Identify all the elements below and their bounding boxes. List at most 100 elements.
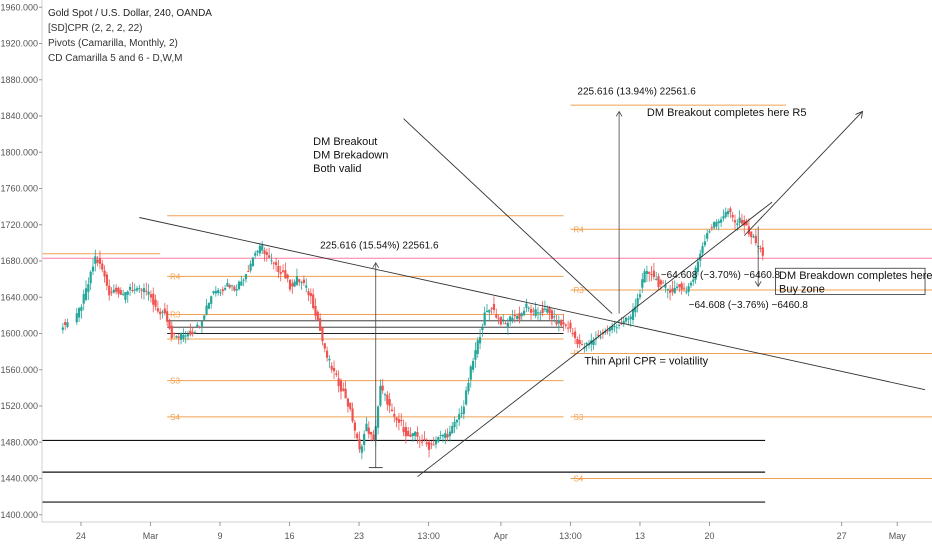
arrow-head bbox=[615, 110, 623, 117]
candle-up bbox=[196, 324, 199, 327]
candle-down bbox=[541, 308, 544, 313]
candle-down bbox=[423, 438, 426, 440]
candle-up bbox=[546, 308, 549, 313]
candle-up bbox=[147, 291, 150, 295]
candle-up bbox=[205, 305, 208, 315]
arrow-head bbox=[855, 110, 864, 119]
x-tick-label: 13:00 bbox=[417, 531, 440, 541]
candle-down bbox=[268, 255, 271, 258]
candle-up bbox=[441, 434, 445, 437]
candle-down bbox=[323, 343, 326, 349]
candle-up bbox=[738, 217, 741, 223]
candle-up bbox=[328, 358, 331, 361]
candle-up bbox=[230, 285, 234, 287]
candle-down bbox=[562, 322, 565, 325]
candle-up bbox=[527, 307, 530, 309]
candle-down bbox=[395, 417, 398, 421]
candle-down bbox=[233, 286, 236, 291]
candle-up bbox=[376, 406, 380, 428]
candle-down bbox=[548, 308, 551, 314]
annotation-text: −64.608 (−3.76%) −6460.8 bbox=[689, 300, 809, 311]
candle-up bbox=[258, 245, 261, 254]
candle-down bbox=[499, 316, 503, 325]
candle-down bbox=[404, 427, 407, 437]
candle-down bbox=[606, 330, 609, 332]
candle-down bbox=[330, 365, 333, 370]
legend-indicator-cpr: [SD]CPR (2, 2, 2, 22) bbox=[48, 23, 143, 34]
candle-down bbox=[291, 283, 294, 287]
candle-up bbox=[193, 332, 197, 334]
candle-down bbox=[740, 219, 744, 224]
pivot-label: P bbox=[170, 335, 175, 344]
annotation-text: 225.616 (15.54%) 22561.6 bbox=[320, 240, 439, 251]
candle-up bbox=[719, 219, 723, 223]
arrow-head bbox=[754, 281, 762, 288]
candle-up bbox=[256, 250, 259, 253]
candle-up bbox=[615, 327, 618, 329]
candle-down bbox=[432, 444, 435, 446]
candles-layer bbox=[61, 206, 764, 460]
candle-up bbox=[675, 286, 679, 289]
pivot-label: S3 bbox=[573, 413, 583, 422]
pivot-label: R3 bbox=[573, 286, 584, 295]
candle-up bbox=[462, 406, 465, 414]
candle-up bbox=[200, 321, 204, 327]
candle-up bbox=[261, 245, 264, 251]
candle-down bbox=[397, 419, 401, 423]
candle-down bbox=[314, 305, 317, 316]
candle-down bbox=[492, 303, 496, 311]
candle-up bbox=[383, 394, 387, 396]
x-tick-label: 13 bbox=[635, 531, 645, 541]
candle-up bbox=[701, 246, 704, 254]
candle-up bbox=[214, 290, 217, 294]
candle-up bbox=[717, 221, 720, 224]
candle-down bbox=[416, 432, 419, 437]
candle-down bbox=[682, 287, 686, 289]
candle-down bbox=[272, 262, 275, 264]
y-tick-label: 1680.000 bbox=[0, 256, 38, 266]
candle-up bbox=[673, 287, 676, 294]
x-tick-label: 20 bbox=[704, 531, 714, 541]
candle-down bbox=[168, 321, 171, 329]
candle-down bbox=[490, 307, 493, 309]
candle-up bbox=[534, 309, 537, 316]
candle-down bbox=[731, 214, 734, 218]
candle-up bbox=[434, 440, 438, 445]
candle-down bbox=[564, 324, 567, 326]
annotation-text: Buy zone bbox=[779, 284, 825, 296]
candle-down bbox=[101, 263, 104, 270]
candle-up bbox=[365, 423, 368, 432]
candle-up bbox=[664, 285, 667, 288]
trend-line bbox=[139, 217, 926, 391]
candle-up bbox=[666, 288, 669, 291]
x-tick-label: 27 bbox=[837, 531, 847, 541]
candle-up bbox=[736, 223, 739, 225]
candle-up bbox=[585, 342, 588, 345]
y-tick-label: 1640.000 bbox=[0, 292, 38, 302]
candle-down bbox=[743, 220, 746, 226]
candle-up bbox=[689, 282, 693, 286]
candle-down bbox=[671, 288, 674, 292]
y-tick-label: 1800.000 bbox=[0, 147, 38, 157]
candle-down bbox=[668, 290, 672, 293]
candle-up bbox=[587, 343, 591, 346]
candle-up bbox=[242, 279, 245, 281]
candle-up bbox=[249, 263, 252, 271]
candle-down bbox=[576, 339, 579, 345]
candle-up bbox=[608, 327, 611, 332]
candle-down bbox=[358, 439, 361, 450]
candle-down bbox=[145, 290, 148, 292]
candle-up bbox=[240, 281, 243, 286]
candle-up bbox=[184, 335, 187, 337]
candle-down bbox=[421, 441, 424, 443]
candle-down bbox=[277, 265, 280, 273]
y-tick-label: 1760.000 bbox=[0, 184, 38, 194]
levels-layer: R4R3PS3S4R4R3PS3S4 bbox=[42, 104, 932, 503]
pivot-label: S4 bbox=[573, 475, 583, 484]
candle-up bbox=[175, 336, 178, 338]
x-tick-label: 16 bbox=[285, 531, 295, 541]
candle-up bbox=[437, 436, 440, 442]
